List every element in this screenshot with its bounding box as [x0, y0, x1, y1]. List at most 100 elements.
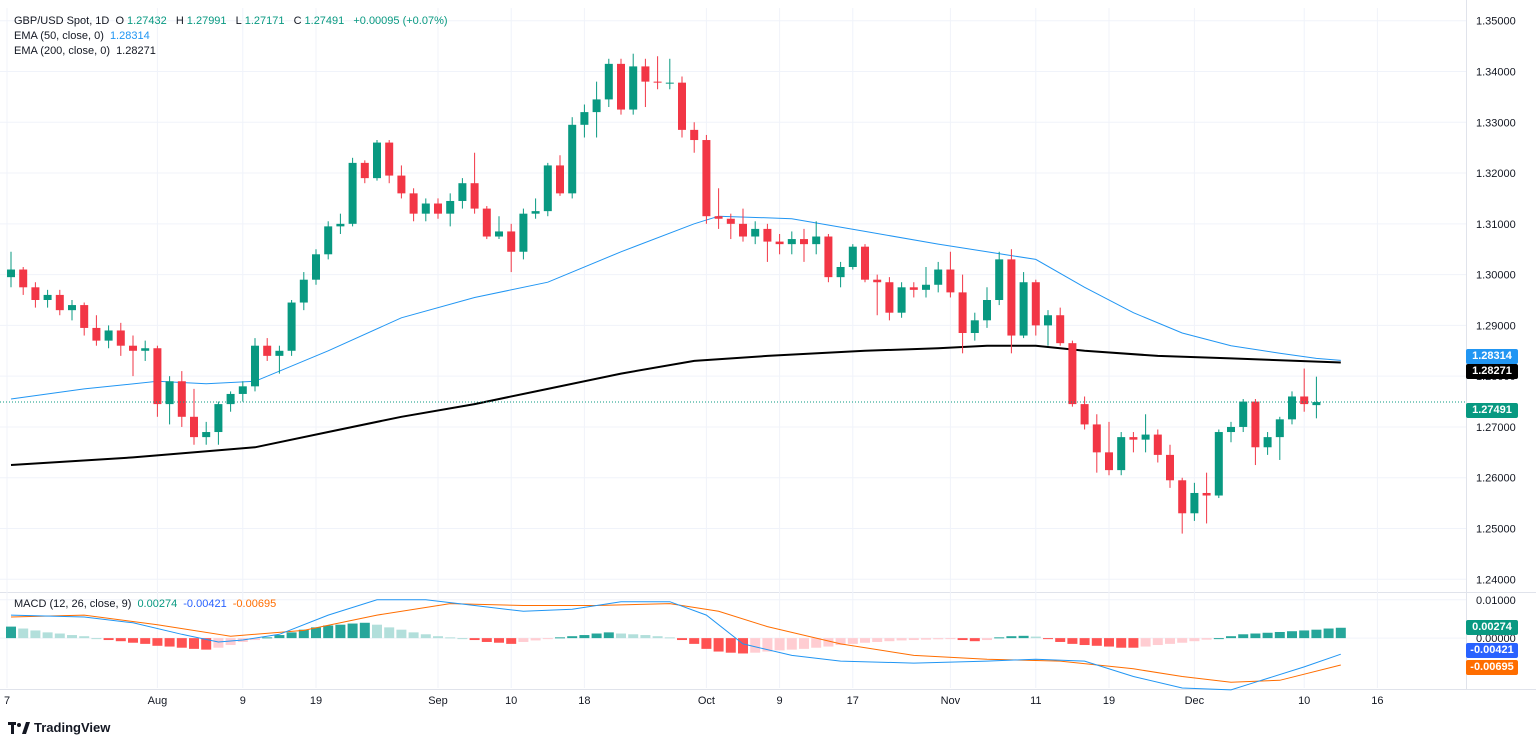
candle[interactable]	[385, 140, 394, 184]
candle[interactable]	[714, 188, 723, 229]
candle[interactable]	[397, 165, 406, 199]
candle[interactable]	[629, 53, 638, 115]
candle[interactable]	[1007, 249, 1016, 354]
candle[interactable]	[1312, 376, 1321, 419]
candle[interactable]	[165, 376, 174, 425]
candle[interactable]	[836, 261, 845, 288]
candle[interactable]	[141, 340, 150, 361]
candle[interactable]	[653, 56, 662, 90]
candle[interactable]	[409, 188, 418, 222]
candle[interactable]	[92, 315, 101, 346]
candle[interactable]	[568, 117, 577, 199]
candle[interactable]	[812, 221, 821, 255]
candle[interactable]	[263, 338, 272, 361]
candle[interactable]	[275, 345, 284, 374]
candle[interactable]	[1153, 429, 1162, 463]
candle[interactable]	[104, 325, 113, 349]
candle[interactable]	[373, 140, 381, 181]
candle[interactable]	[434, 198, 442, 219]
candle[interactable]	[1019, 272, 1028, 339]
candle[interactable]	[1068, 340, 1077, 407]
candle[interactable]	[1092, 414, 1101, 473]
candle[interactable]	[946, 251, 955, 298]
candle[interactable]	[678, 76, 686, 138]
candle[interactable]	[787, 231, 796, 255]
candle[interactable]	[324, 221, 333, 260]
candle[interactable]	[226, 391, 235, 412]
candle[interactable]	[739, 208, 747, 242]
candle[interactable]	[202, 421, 211, 445]
candle[interactable]	[1178, 477, 1187, 534]
candle[interactable]	[68, 300, 76, 321]
candle[interactable]	[190, 388, 198, 445]
candle[interactable]	[543, 162, 552, 217]
candle[interactable]	[1117, 432, 1126, 476]
candle[interactable]	[495, 216, 503, 240]
candle[interactable]	[1031, 279, 1040, 336]
candle[interactable]	[482, 206, 491, 240]
candle[interactable]	[360, 160, 369, 184]
candle[interactable]	[1056, 307, 1065, 346]
candle[interactable]	[970, 312, 979, 341]
candle[interactable]	[800, 228, 808, 262]
candle[interactable]	[116, 322, 125, 356]
candle[interactable]	[1080, 396, 1089, 430]
candle[interactable]	[19, 266, 28, 295]
candle[interactable]	[617, 58, 625, 115]
candle[interactable]	[1202, 472, 1211, 524]
candle[interactable]	[1251, 399, 1260, 466]
candle[interactable]	[873, 274, 882, 316]
candle[interactable]	[1263, 432, 1272, 455]
candle[interactable]	[958, 274, 967, 354]
candle[interactable]	[177, 371, 186, 427]
candle[interactable]	[763, 223, 772, 262]
candle[interactable]	[1141, 414, 1150, 453]
candle[interactable]	[665, 58, 674, 90]
candle[interactable]	[751, 221, 760, 245]
candle[interactable]	[1227, 421, 1235, 443]
candle[interactable]	[43, 289, 52, 308]
candle[interactable]	[1275, 416, 1284, 460]
candle[interactable]	[604, 58, 613, 108]
candle[interactable]	[458, 178, 467, 209]
candle[interactable]	[129, 335, 137, 377]
candle[interactable]	[861, 244, 869, 283]
candle[interactable]	[336, 213, 345, 234]
candle[interactable]	[31, 282, 40, 308]
candle[interactable]	[690, 122, 699, 153]
candle[interactable]	[641, 58, 650, 108]
candle[interactable]	[702, 134, 711, 224]
candle[interactable]	[897, 282, 906, 318]
candle[interactable]	[1190, 482, 1199, 521]
tradingview-brand[interactable]: TradingView	[8, 720, 110, 735]
candle[interactable]	[1166, 444, 1174, 488]
candle[interactable]	[531, 198, 540, 219]
candle[interactable]	[287, 300, 296, 356]
candle[interactable]	[251, 338, 259, 392]
candle[interactable]	[824, 233, 833, 283]
candle[interactable]	[470, 152, 479, 214]
candle[interactable]	[446, 193, 455, 227]
candle[interactable]	[922, 266, 930, 298]
candle[interactable]	[885, 277, 894, 321]
candle[interactable]	[775, 233, 784, 255]
candle[interactable]	[909, 282, 918, 298]
candle[interactable]	[421, 198, 430, 222]
candle[interactable]	[1239, 399, 1248, 433]
candle[interactable]	[238, 381, 247, 402]
candle[interactable]	[848, 244, 857, 270]
candle[interactable]	[507, 223, 516, 273]
candle[interactable]	[726, 213, 735, 240]
candle[interactable]	[580, 104, 589, 138]
candle[interactable]	[348, 157, 357, 227]
candle[interactable]	[592, 81, 601, 138]
candle[interactable]	[983, 287, 991, 328]
candle[interactable]	[1129, 432, 1138, 453]
candle[interactable]	[80, 302, 89, 336]
candle[interactable]	[55, 289, 64, 316]
candle[interactable]	[519, 208, 528, 260]
candle[interactable]	[312, 249, 320, 285]
candle[interactable]	[1288, 391, 1296, 425]
candle[interactable]	[1044, 310, 1052, 346]
